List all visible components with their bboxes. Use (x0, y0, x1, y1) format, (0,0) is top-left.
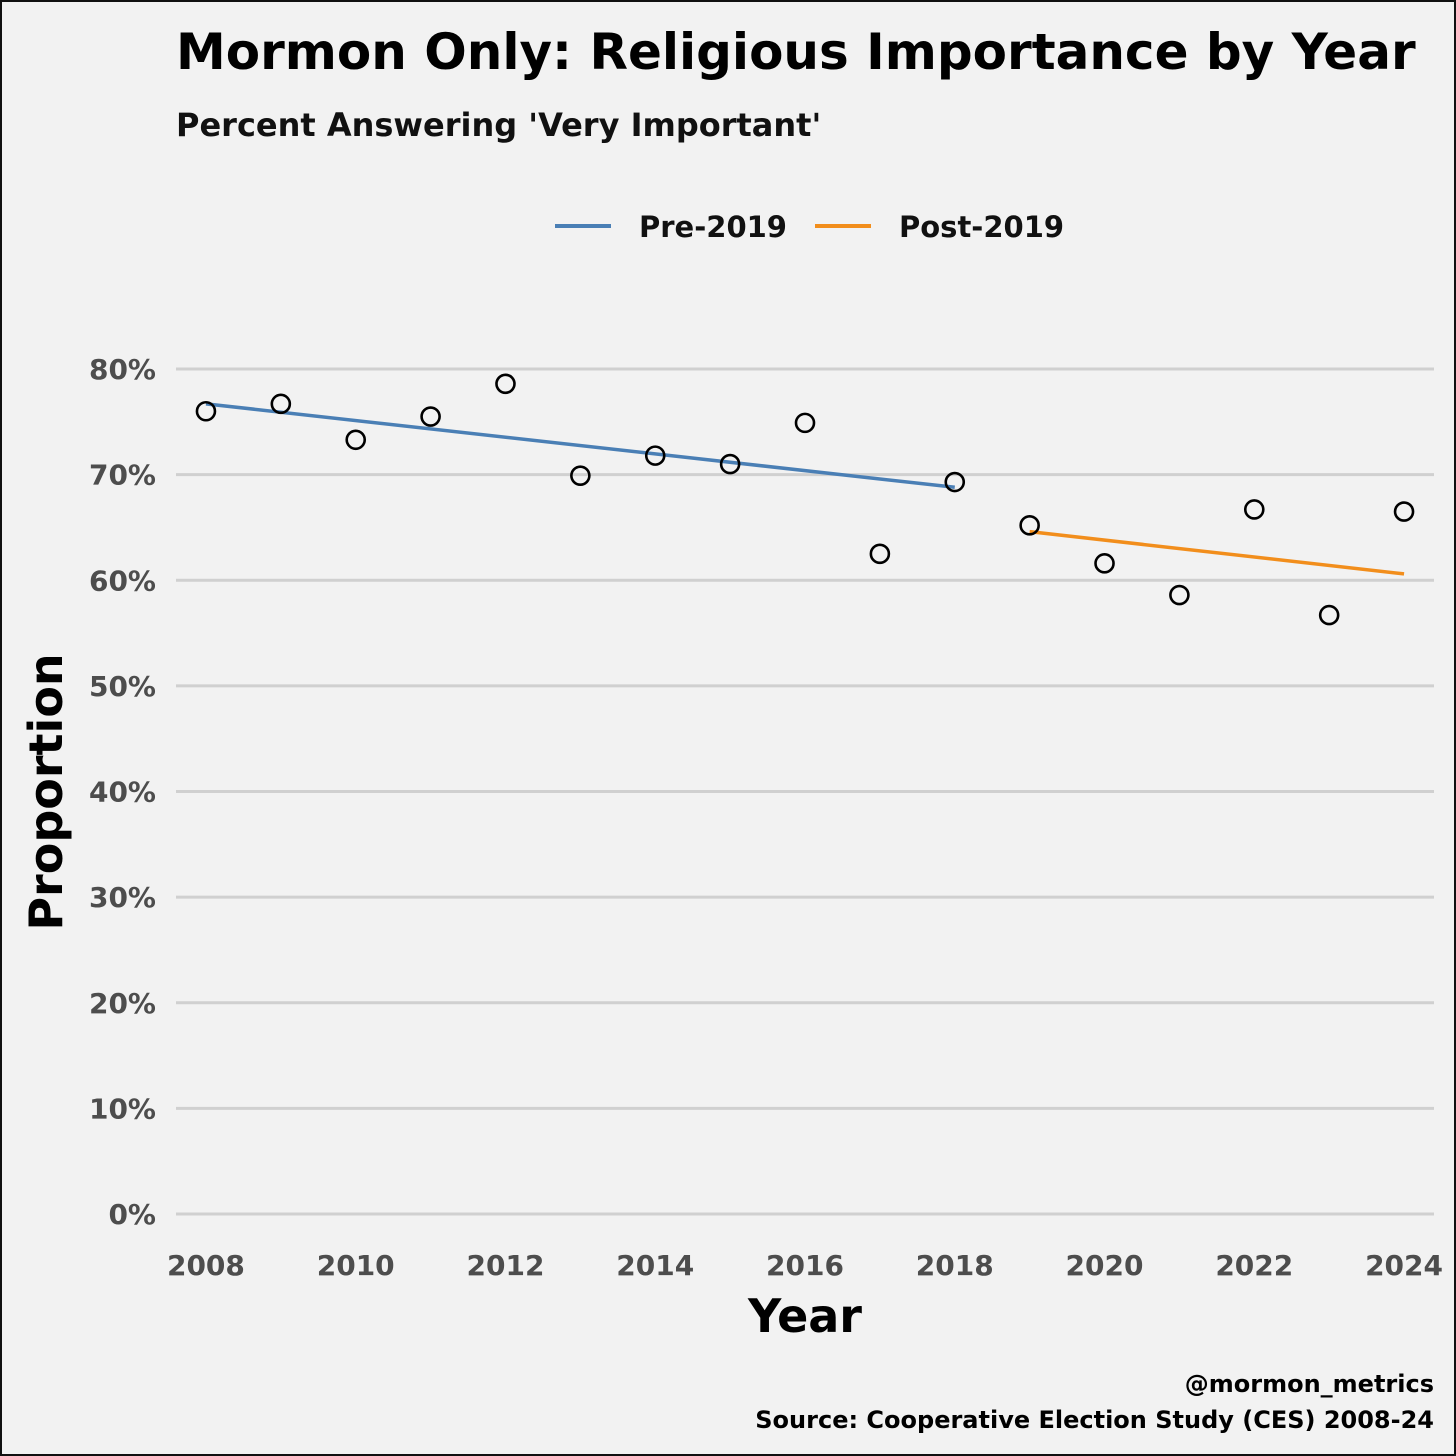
chart-subtitle: Percent Answering 'Very Important' (176, 106, 821, 144)
data-point (195, 400, 217, 422)
data-point (1393, 501, 1415, 522)
trend-line-post-2019 (1029, 529, 1405, 576)
data-point (570, 465, 591, 486)
y-tick-label: 60% (89, 564, 156, 597)
x-tick-label: 2016 (766, 1249, 844, 1282)
x-tick-label: 2022 (1215, 1249, 1293, 1282)
data-point (1094, 553, 1115, 574)
x-tick-label: 2008 (167, 1249, 245, 1282)
y-tick-label: 10% (89, 1092, 156, 1125)
x-axis-title: Year (747, 1289, 862, 1343)
data-points (195, 373, 1415, 626)
trend-lines (205, 402, 1405, 576)
x-axis-ticks: 2008 2010 2012 2014 2016 2018 2020 2022 2024 (167, 1249, 1443, 1282)
x-tick-label: 2012 (467, 1249, 545, 1282)
trend-line-pre-2019 (205, 402, 955, 490)
y-tick-label: 20% (89, 987, 156, 1020)
data-point (944, 471, 966, 493)
x-tick-label: 2018 (916, 1249, 994, 1282)
legend: Pre-2019 Post-2019 (555, 210, 1064, 244)
gridlines (176, 367, 1434, 1216)
data-point (869, 543, 891, 565)
x-tick-label: 2014 (616, 1249, 694, 1282)
data-point (794, 412, 816, 434)
y-tick-label: 0% (108, 1198, 156, 1231)
y-axis-ticks: 0% 10% 20% 30% 40% 50% 60% 70% 80% (89, 353, 156, 1231)
data-point (1019, 515, 1040, 536)
data-point (345, 429, 367, 451)
y-axis-title: Proportion (19, 653, 73, 930)
x-tick-label: 2010 (317, 1249, 395, 1282)
y-tick-label: 40% (89, 776, 156, 809)
data-point (495, 373, 516, 395)
data-point (1243, 499, 1265, 520)
x-tick-label: 2020 (1066, 1249, 1144, 1282)
chart-title: Mormon Only: Religious Importance by Yea… (176, 23, 1416, 81)
data-point (1169, 584, 1190, 606)
data-point (644, 445, 666, 466)
legend-label-pre-2019: Pre-2019 (639, 210, 787, 244)
legend-label-post-2019: Post-2019 (899, 210, 1064, 244)
y-tick-label: 30% (89, 881, 156, 914)
y-tick-label: 80% (89, 353, 156, 386)
author-handle: @mormon_metrics (1185, 1370, 1434, 1398)
y-tick-label: 70% (89, 459, 156, 492)
data-point (1318, 604, 1340, 626)
data-point (719, 453, 741, 475)
y-tick-label: 50% (89, 670, 156, 703)
source-caption: Source: Cooperative Election Study (CES)… (755, 1406, 1434, 1434)
x-tick-label: 2024 (1365, 1249, 1443, 1282)
data-point (270, 393, 292, 415)
data-point (420, 406, 441, 427)
